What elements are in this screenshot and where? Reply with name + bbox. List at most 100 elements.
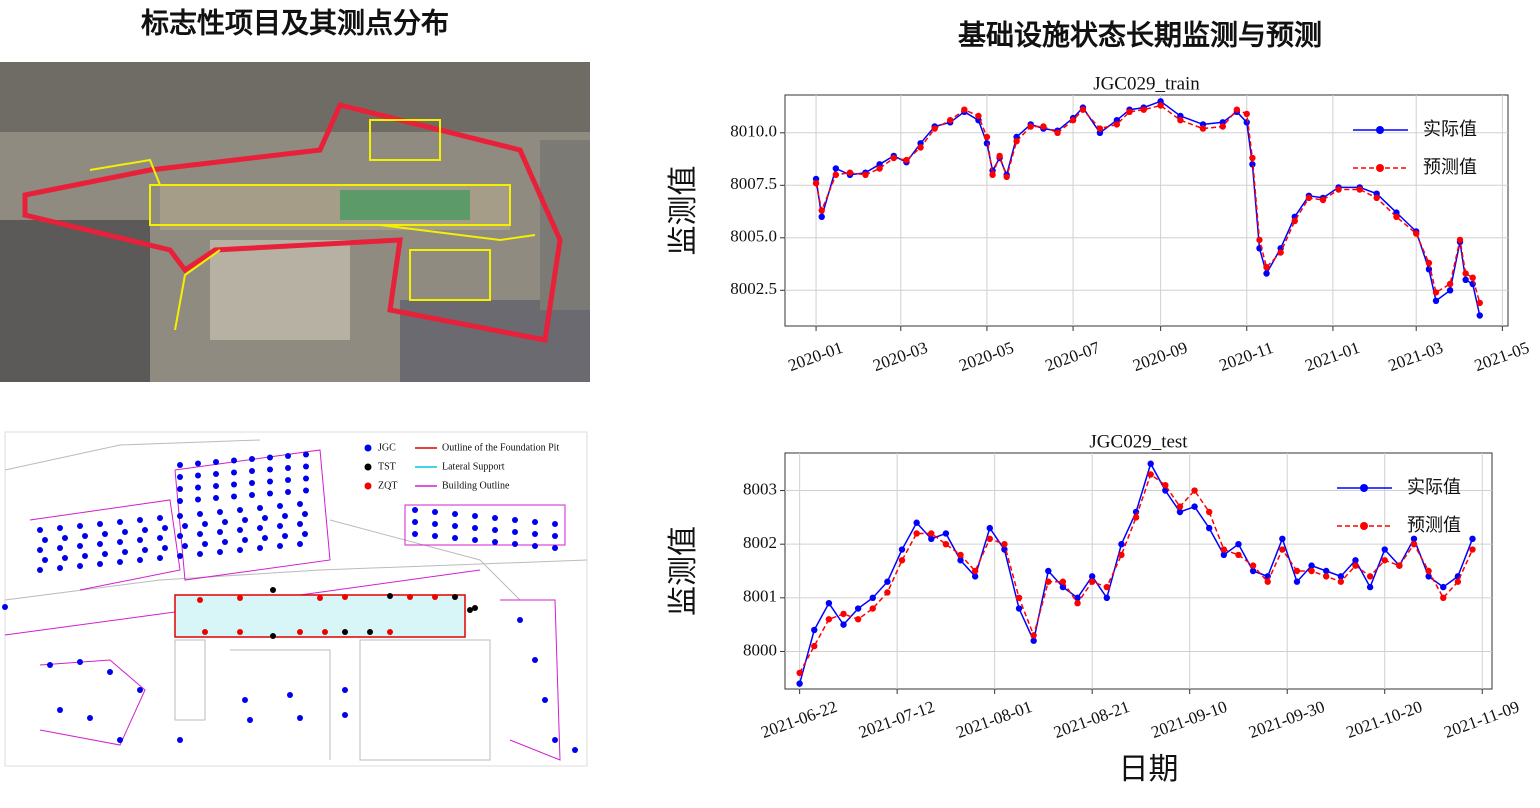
data-point — [1103, 583, 1111, 591]
data-point — [1308, 567, 1315, 575]
survey-point — [177, 462, 183, 468]
survey-point — [202, 541, 208, 547]
legend-label: 预测值 — [1407, 515, 1461, 535]
survey-point — [532, 531, 538, 537]
data-point — [1074, 599, 1081, 607]
data-point — [812, 180, 820, 187]
legend-label: TST — [378, 461, 396, 472]
survey-point — [472, 605, 478, 611]
survey-point — [532, 519, 538, 525]
survey-point — [137, 687, 143, 693]
series-line — [815, 100, 1481, 316]
survey-point — [162, 525, 168, 531]
survey-point — [302, 511, 308, 517]
survey-point — [117, 559, 123, 565]
survey-point — [37, 547, 43, 553]
survey-point — [322, 629, 328, 635]
survey-point — [412, 507, 418, 513]
x-tick-label: 2021-08-21 — [1051, 697, 1132, 742]
survey-point — [97, 521, 103, 527]
survey-point — [432, 521, 438, 527]
x-tick-label: 2021-06-22 — [759, 697, 840, 742]
data-point — [1264, 578, 1271, 585]
data-point — [1140, 106, 1147, 113]
data-point — [1162, 481, 1169, 489]
survey-point — [57, 525, 63, 531]
survey-point — [277, 523, 283, 529]
survey-point — [217, 509, 223, 515]
survey-point — [342, 629, 348, 635]
data-point — [876, 165, 883, 172]
survey-point — [231, 457, 237, 464]
data-point — [1249, 161, 1256, 168]
survey-point — [195, 496, 201, 503]
legend-label: Lateral Support — [442, 461, 505, 472]
data-point — [1220, 546, 1228, 553]
data-point — [1113, 121, 1121, 128]
data-point — [1249, 562, 1257, 569]
legend-label: Outline of the Foundation Pit — [442, 442, 559, 453]
survey-point — [217, 549, 223, 555]
survey-point — [177, 513, 183, 519]
data-point — [928, 530, 935, 537]
y-axis-label: 监测值 — [667, 526, 700, 616]
survey-point — [257, 545, 263, 551]
data-point — [1462, 270, 1469, 277]
data-point — [1413, 230, 1420, 237]
data-point — [1446, 287, 1454, 294]
data-point — [1045, 567, 1052, 575]
survey-point — [387, 629, 393, 635]
survey-point — [572, 747, 578, 753]
data-point — [1440, 594, 1447, 602]
survey-point — [552, 545, 558, 551]
data-point — [818, 213, 825, 220]
survey-point — [517, 617, 523, 623]
x-tick-label: 2021-09-10 — [1149, 697, 1230, 742]
data-point — [1469, 274, 1476, 281]
data-point — [1279, 535, 1286, 543]
data-point — [1279, 546, 1286, 553]
survey-point — [237, 527, 243, 533]
survey-point — [37, 567, 43, 573]
data-point — [832, 165, 840, 172]
data-point — [1233, 106, 1241, 113]
survey-point — [432, 509, 438, 515]
survey-point — [407, 594, 413, 600]
x-tick-label: 2021-05 — [1472, 338, 1532, 375]
x-tick-label: 2021-11-09 — [1441, 697, 1521, 742]
survey-point — [532, 657, 538, 663]
data-point — [854, 616, 862, 623]
survey-point — [77, 563, 83, 569]
survey-point — [342, 687, 348, 693]
survey-point — [387, 593, 393, 599]
legend-label: 预测值 — [1423, 157, 1477, 177]
data-point — [1462, 276, 1469, 283]
survey-point — [237, 595, 243, 601]
data-point — [1191, 503, 1198, 510]
data-point — [1191, 487, 1198, 494]
data-point — [986, 524, 993, 532]
x-tick-label: 2021-01 — [1302, 338, 1362, 375]
data-point — [890, 154, 897, 162]
survey-point — [270, 587, 276, 593]
data-point — [1277, 249, 1284, 256]
survey-point — [492, 527, 498, 533]
data-point — [1440, 583, 1447, 591]
data-point — [1088, 573, 1096, 580]
data-point — [1469, 546, 1476, 553]
data-point — [1256, 236, 1263, 244]
survey-point — [302, 531, 308, 537]
data-point — [796, 680, 803, 687]
data-point — [1293, 578, 1301, 585]
data-point — [1263, 270, 1270, 277]
data-point — [928, 535, 935, 543]
data-point — [1263, 264, 1270, 271]
survey-point — [285, 465, 291, 471]
data-point — [825, 616, 833, 623]
data-point — [1235, 551, 1242, 559]
data-point — [1410, 540, 1418, 548]
survey-point — [42, 537, 48, 543]
survey-point — [270, 633, 276, 639]
survey-point — [287, 692, 293, 698]
